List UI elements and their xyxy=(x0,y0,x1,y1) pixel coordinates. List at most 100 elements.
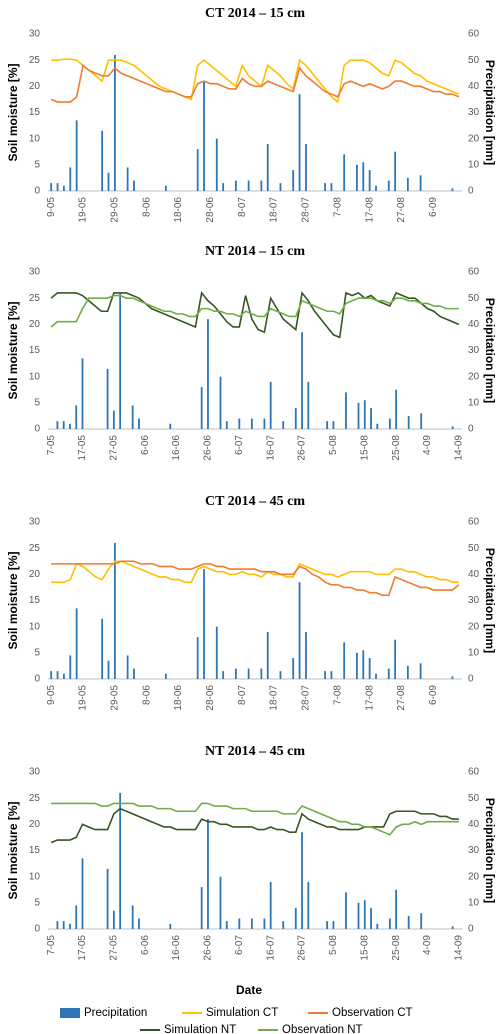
y2-tick-label: 50 xyxy=(468,543,480,554)
precipitation-bar xyxy=(266,631,269,679)
precipitation-bar xyxy=(250,418,253,429)
legend-label: Precipitation xyxy=(84,1007,147,1019)
precipitation-bar xyxy=(196,149,199,191)
precipitation-bar xyxy=(324,671,326,679)
x-tick-label: 26-06 xyxy=(203,435,214,461)
y-tick-label: 30 xyxy=(29,767,41,778)
precipitation-bar xyxy=(247,180,250,191)
precipitation-bar xyxy=(363,400,366,429)
x-tick-label: 16-06 xyxy=(171,935,182,961)
precipitation-bar xyxy=(375,673,377,679)
y2-tick-label: 0 xyxy=(468,674,474,685)
series-line xyxy=(50,807,459,844)
x-tick-label: 15-08 xyxy=(359,935,370,961)
precipitation-bar xyxy=(215,626,218,679)
x-tick-label: 26-07 xyxy=(297,435,308,461)
y-tick-label: 15 xyxy=(29,595,41,606)
x-tick-label: 8-07 xyxy=(237,685,248,705)
precipitation-bar xyxy=(234,180,237,191)
precipitation-bar xyxy=(292,170,295,191)
precipitation-bar xyxy=(279,183,282,191)
y2-axis-title: Precipitation [mm] xyxy=(483,60,497,165)
precipitation-bar xyxy=(101,618,104,679)
y-tick-label: 10 xyxy=(29,371,41,382)
precipitation-bar xyxy=(326,421,329,429)
y-tick-label: 25 xyxy=(29,793,41,804)
precipitation-bar xyxy=(62,921,65,929)
precipitation-bar xyxy=(266,143,269,191)
y-tick-label: 20 xyxy=(29,81,41,92)
y-tick-label: 30 xyxy=(29,29,41,40)
x-tick-label: 4-09 xyxy=(422,935,433,955)
precipitation-bar xyxy=(370,408,372,429)
precipitation-bar xyxy=(81,358,84,429)
precipitation-bar xyxy=(106,368,109,429)
precipitation-bar xyxy=(326,921,329,929)
y2-tick-label: 10 xyxy=(468,647,480,658)
x-tick-label: 9-05 xyxy=(46,197,57,217)
y2-tick-label: 60 xyxy=(468,767,480,778)
precipitation-bar xyxy=(56,671,59,679)
x-tick-label: 8-07 xyxy=(237,197,248,217)
precipitation-bar xyxy=(69,923,71,929)
x-tick-label: 9-05 xyxy=(46,685,57,705)
y-axis-title: Soil moisture [%] xyxy=(6,301,20,399)
precipitation-bar xyxy=(294,908,297,929)
precipitation-bar xyxy=(363,900,366,929)
series-line xyxy=(51,802,459,836)
y2-tick-label: 0 xyxy=(468,186,474,197)
precipitation-bar xyxy=(294,408,297,429)
y-tick-label: 20 xyxy=(29,319,41,330)
chart-title: CT 2014 – 45 cm xyxy=(205,494,305,509)
x-tick-label: 17-08 xyxy=(364,197,375,223)
precipitation-bar xyxy=(169,923,172,929)
precipitation-bar xyxy=(282,921,285,929)
precipitation-bar xyxy=(81,858,84,929)
precipitation-bar xyxy=(106,868,109,929)
x-tick-label: 28-06 xyxy=(205,197,216,223)
precipitation-bar xyxy=(368,658,371,679)
legend-swatch xyxy=(60,1008,80,1018)
x-tick-label: 28-07 xyxy=(301,685,312,711)
precipitation-bar xyxy=(330,183,333,191)
precipitation-bar xyxy=(101,130,104,191)
x-tick-label: 6-09 xyxy=(428,197,439,217)
precipitation-bar xyxy=(387,180,390,191)
precipitation-bar xyxy=(406,665,409,679)
y-tick-label: 10 xyxy=(29,871,41,882)
y2-tick-label: 0 xyxy=(468,924,474,935)
precipitation-bar xyxy=(200,887,203,929)
y2-axis-title: Precipitation [mm] xyxy=(483,298,497,403)
x-tick-label: 29-05 xyxy=(110,685,121,711)
x-tick-label: 8-06 xyxy=(141,197,152,217)
x-tick-label: 5-08 xyxy=(328,935,339,955)
precipitation-bar xyxy=(62,421,65,429)
x-tick-label: 6-07 xyxy=(234,935,245,955)
x-tick-label: 7-05 xyxy=(46,935,57,955)
y-tick-label: 0 xyxy=(34,674,40,685)
x-tick-label: 29-05 xyxy=(110,197,121,223)
x-tick-label: 16-06 xyxy=(171,435,182,461)
precipitation-bar xyxy=(407,415,410,429)
precipitation-bar xyxy=(394,151,397,191)
precipitation-bar xyxy=(203,569,205,679)
x-tick-label: 5-08 xyxy=(328,435,339,455)
precipitation-bar xyxy=(451,188,454,191)
precipitation-bar xyxy=(222,183,225,191)
y-axis-title: Soil moisture [%] xyxy=(6,551,20,649)
x-tick-label: 27-08 xyxy=(396,685,407,711)
precipitation-bar xyxy=(394,639,397,679)
y-tick-label: 15 xyxy=(29,845,41,856)
precipitation-bar xyxy=(375,185,377,191)
precipitation-bar xyxy=(75,405,78,429)
precipitation-bar xyxy=(113,54,116,191)
precipitation-bar xyxy=(451,676,454,679)
x-tick-label: 28-07 xyxy=(301,197,312,223)
y2-tick-label: 10 xyxy=(468,159,480,170)
series-line xyxy=(51,560,460,597)
y2-tick-label: 60 xyxy=(468,267,480,278)
precipitation-bar xyxy=(376,423,379,429)
x-axis-title: Date xyxy=(236,983,262,997)
y-tick-label: 5 xyxy=(34,397,40,408)
precipitation-bar xyxy=(50,183,53,191)
